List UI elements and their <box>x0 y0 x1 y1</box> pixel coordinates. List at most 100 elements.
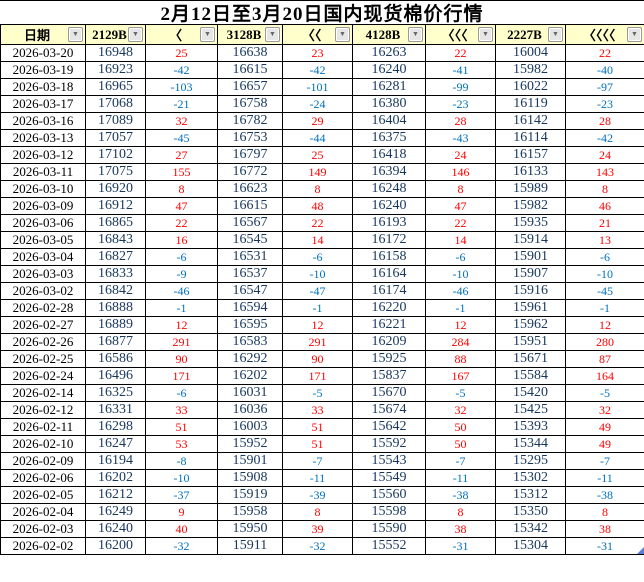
date-cell: 2026-02-10 <box>0 435 86 453</box>
price-cell: 15592 <box>352 435 426 453</box>
autofilter-dropdown-icon[interactable]: ▼ <box>200 27 215 42</box>
col-header-change-4: 〈〈 ▼ <box>282 24 353 45</box>
price-cell: 16877 <box>85 333 146 351</box>
table-row: 2026-02-06 16202 -10 15908 -11 15549 -11 15302-… <box>0 469 644 487</box>
price-cell: 16404 <box>352 112 426 130</box>
price-cell: 16758 <box>217 95 283 113</box>
table-row: 2026-02-04 16249 9 15958 8 15598 8 15350 8 <box>0 503 644 521</box>
change-cell: 27 <box>145 146 218 164</box>
change-cell: 32 <box>425 401 496 419</box>
price-cell: 15425 <box>495 401 566 419</box>
price-cell: 16247 <box>85 435 146 453</box>
price-cell: 15958 <box>217 503 283 521</box>
change-cell: 28 <box>565 112 644 130</box>
change-cell: 16 <box>145 231 218 249</box>
change-cell: 143 <box>565 163 644 181</box>
autofilter-dropdown-icon[interactable]: ▼ <box>548 27 563 42</box>
price-cell: 16797 <box>217 146 283 164</box>
price-cell: 16753 <box>217 129 283 147</box>
change-cell: 38 <box>425 520 496 538</box>
date-cell: 2026-03-13 <box>0 129 86 147</box>
table-row: 2026-03-17 17068 -21 16758 -24 16380 -23 16119-… <box>0 95 644 113</box>
col-header-2129b: 2129B ▼ <box>85 24 146 45</box>
table-row: 2026-03-12 17102 27 16797 25 16418 24 16157 24 <box>0 146 644 164</box>
change-cell: 33 <box>282 401 353 419</box>
change-cell: -10 <box>282 265 353 283</box>
date-cell: 2026-03-03 <box>0 265 86 283</box>
price-cell: 15982 <box>495 197 566 215</box>
price-cell: 15982 <box>495 61 566 79</box>
col-header-label: 〈 <box>168 28 182 43</box>
price-cell: 15552 <box>352 537 426 555</box>
price-cell: 15393 <box>495 418 566 436</box>
price-cell: 15907 <box>495 265 566 283</box>
price-cell: 16375 <box>352 129 426 147</box>
col-header-2227b: 2227B ▼ <box>495 24 566 45</box>
date-cell: 2026-03-12 <box>0 146 86 164</box>
change-cell: -7 <box>282 452 353 470</box>
price-cell: 16586 <box>85 350 146 368</box>
change-cell: -31 <box>565 537 644 555</box>
date-cell: 2026-02-14 <box>0 384 86 402</box>
change-cell: -43 <box>425 129 496 147</box>
autofilter-dropdown-icon[interactable]: ▼ <box>265 27 280 42</box>
date-cell: 2026-03-20 <box>0 44 86 62</box>
change-cell: -45 <box>145 129 218 147</box>
change-cell: -5 <box>282 384 353 402</box>
change-cell: -99 <box>425 78 496 96</box>
autofilter-dropdown-icon[interactable]: ▼ <box>478 27 493 42</box>
date-cell: 2026-03-10 <box>0 180 86 198</box>
price-cell: 15916 <box>495 282 566 300</box>
date-cell: 2026-02-24 <box>0 367 86 385</box>
price-cell: 16174 <box>352 282 426 300</box>
autofilter-dropdown-icon[interactable]: ▼ <box>128 27 143 42</box>
price-cell: 16212 <box>85 486 146 504</box>
change-cell: 48 <box>282 197 353 215</box>
change-cell: -21 <box>145 95 218 113</box>
price-cell: 16833 <box>85 265 146 283</box>
price-cell: 15304 <box>495 537 566 555</box>
autofilter-dropdown-icon[interactable]: ▼ <box>335 27 350 42</box>
change-cell: -101 <box>282 78 353 96</box>
change-cell: 90 <box>145 350 218 368</box>
change-cell: 87 <box>565 350 644 368</box>
price-cell: 16114 <box>495 129 566 147</box>
change-cell: 146 <box>425 163 496 181</box>
table-row: 2026-02-26 16877 291 16583 291 16209 284 15951 2… <box>0 333 644 351</box>
price-cell: 15670 <box>352 384 426 402</box>
autofilter-dropdown-icon[interactable]: ▼ <box>68 27 83 42</box>
table-row: 2026-03-10 16920 8 16623 8 16248 8 15989 8 <box>0 180 644 198</box>
change-cell: -5 <box>565 384 644 402</box>
change-cell: 12 <box>425 316 496 334</box>
change-cell: 40 <box>145 520 218 538</box>
autofilter-dropdown-icon[interactable]: ▼ <box>627 27 642 42</box>
table-row: 2026-02-24 16496 171 16202 171 15837 167 15584 1… <box>0 367 644 385</box>
col-header-label: 〈〈〈 <box>441 28 468 43</box>
table-row: 2026-03-20 16948 25 16638 23 16263 22 16004 22 <box>0 44 644 62</box>
price-cell: 16298 <box>85 418 146 436</box>
price-cell: 16615 <box>217 197 283 215</box>
price-cell: 16248 <box>352 180 426 198</box>
change-cell: 284 <box>425 333 496 351</box>
change-cell: 50 <box>425 418 496 436</box>
col-header-label: 2227B <box>507 26 542 42</box>
autofilter-dropdown-icon[interactable]: ▼ <box>408 27 423 42</box>
price-cell: 16567 <box>217 214 283 232</box>
price-cell: 16022 <box>495 78 566 96</box>
table-row: 2026-03-06 16865 22 16567 22 16193 22 15935 21 <box>0 214 644 232</box>
price-cell: 15914 <box>495 231 566 249</box>
price-cell: 15908 <box>217 469 283 487</box>
price-cell: 16827 <box>85 248 146 266</box>
change-cell: -23 <box>565 95 644 113</box>
date-cell: 2026-03-02 <box>0 282 86 300</box>
price-cell: 15962 <box>495 316 566 334</box>
change-cell: 8 <box>425 180 496 198</box>
change-cell: 23 <box>282 44 353 62</box>
table-row: 2026-03-18 16965 -103 16657 -101 16281 -99 1602… <box>0 78 644 96</box>
change-cell: -32 <box>282 537 353 555</box>
date-cell: 2026-02-06 <box>0 469 86 487</box>
change-cell: -7 <box>565 452 644 470</box>
price-cell: 16031 <box>217 384 283 402</box>
price-cell: 16595 <box>217 316 283 334</box>
change-cell: 164 <box>565 367 644 385</box>
